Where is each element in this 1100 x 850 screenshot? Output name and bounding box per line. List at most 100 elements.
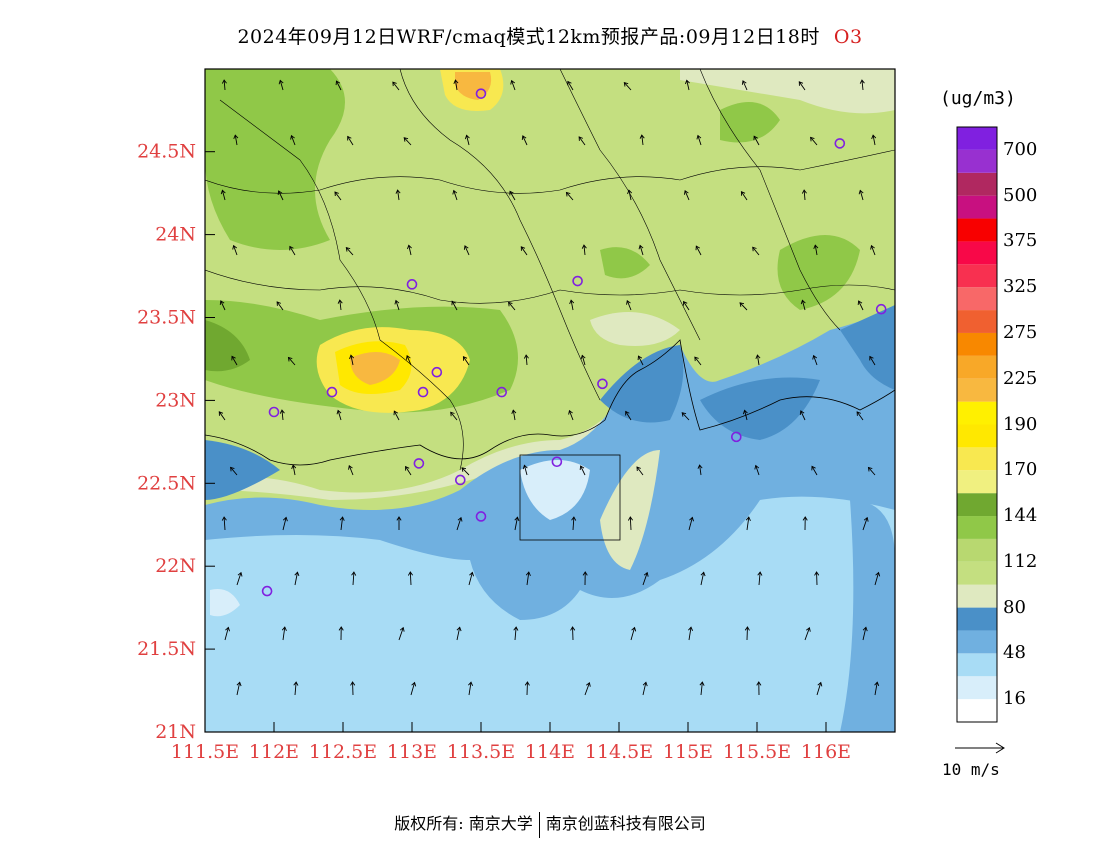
x-tick-label: 113.5E bbox=[447, 741, 515, 763]
x-tick-label: 112.5E bbox=[309, 741, 377, 763]
wind-arrow bbox=[810, 136, 818, 146]
wind-arrow bbox=[804, 626, 811, 641]
wind-arrow bbox=[456, 626, 462, 641]
colorbar-unit: (ug/m3) bbox=[940, 88, 1016, 109]
wind-arrow bbox=[453, 79, 459, 91]
wind-arrow bbox=[565, 191, 574, 201]
wind-arrow bbox=[571, 516, 577, 531]
wind-vectors bbox=[218, 79, 881, 696]
wind-arrow bbox=[688, 516, 694, 531]
wind-arrow bbox=[232, 244, 238, 256]
wind-arrow bbox=[290, 134, 296, 146]
wind-arrow bbox=[511, 409, 517, 421]
wind-arrow bbox=[395, 189, 401, 201]
y-tick-label: 24N bbox=[155, 224, 196, 246]
wind-arrow bbox=[869, 355, 876, 366]
wind-arrow bbox=[740, 191, 748, 201]
colorbar-swatch bbox=[957, 584, 997, 608]
wind-arrow bbox=[801, 189, 807, 201]
wind-arrow bbox=[350, 681, 356, 696]
wind-arrow bbox=[813, 244, 819, 256]
wind-arrow bbox=[282, 516, 288, 531]
wind-arrow bbox=[514, 516, 520, 531]
colorbar-label: 48 bbox=[1003, 642, 1026, 664]
wind-arrow bbox=[337, 299, 343, 311]
station-marker bbox=[326, 386, 338, 398]
colorbar-swatch bbox=[957, 630, 997, 654]
wind-arrow bbox=[799, 410, 806, 421]
wind-arrow bbox=[525, 571, 531, 586]
wind-arrow bbox=[579, 465, 586, 476]
green-patch-ne bbox=[777, 235, 860, 310]
wind-arrow bbox=[580, 354, 586, 366]
wind-arrow bbox=[450, 411, 458, 421]
colorbar-swatch bbox=[957, 516, 997, 539]
wind-arrow bbox=[351, 571, 357, 586]
colorbar-label: 700 bbox=[1003, 138, 1038, 160]
station-marker bbox=[454, 474, 466, 486]
wind-arrow bbox=[800, 299, 806, 311]
station-marker bbox=[475, 88, 487, 99]
colorbar-frame bbox=[956, 126, 998, 723]
colorbar-swatch bbox=[957, 699, 997, 722]
wind-arrow bbox=[681, 412, 690, 421]
wind-arrow bbox=[520, 246, 528, 256]
ozone-north-orange bbox=[455, 72, 492, 100]
y-tick-label: 22.5N bbox=[137, 472, 196, 494]
footer: 版权所有: 南京大学 南京创蓝科技有限公司 bbox=[0, 810, 1100, 838]
wind-arrow bbox=[407, 571, 414, 586]
wind-arrow bbox=[230, 466, 238, 476]
wind-arrow bbox=[752, 246, 760, 256]
station-marker bbox=[475, 511, 487, 522]
wind-arrow bbox=[683, 190, 690, 201]
wind-arrow bbox=[349, 354, 355, 366]
wind-reference-arrow bbox=[955, 742, 1005, 754]
colorbar-label: 112 bbox=[1003, 550, 1038, 572]
sea-mid-se bbox=[840, 500, 895, 732]
wind-reference-label: 10 m/s bbox=[942, 760, 1000, 779]
y-tick-label: 24.5N bbox=[137, 141, 196, 163]
wind-arrow bbox=[699, 681, 705, 696]
wind-arrow bbox=[756, 681, 762, 696]
colorbar-label: 170 bbox=[1003, 459, 1038, 481]
green-patch-ne2 bbox=[720, 102, 780, 143]
colorbar-swatch bbox=[957, 287, 997, 311]
station-marker bbox=[551, 456, 563, 468]
boundary-line-1 bbox=[219, 99, 464, 471]
copyright-left: 版权所有: 南京大学 bbox=[394, 814, 533, 833]
colorbar-swatch bbox=[957, 607, 997, 631]
wind-arrow bbox=[582, 571, 588, 586]
wind-arrow bbox=[638, 244, 644, 256]
green-patch-mid bbox=[600, 247, 650, 279]
x-tick-label: 114E bbox=[525, 741, 575, 763]
station-marker bbox=[268, 406, 280, 418]
wind-arrow bbox=[862, 516, 869, 531]
boundary-line-2 bbox=[399, 69, 601, 401]
wind-arrow bbox=[338, 626, 344, 641]
wind-arrow bbox=[627, 516, 634, 531]
wind-arrow bbox=[394, 299, 400, 311]
green-patch-nw bbox=[205, 69, 345, 250]
colorbar-swatch bbox=[957, 653, 997, 677]
colorbar-label: 80 bbox=[1003, 596, 1026, 618]
wind-arrow bbox=[468, 571, 474, 586]
sea-dark-bay bbox=[600, 345, 684, 423]
title-text: 2024年09月12日WRF/cmaq模式12km预报产品:09月12日18时 bbox=[237, 26, 820, 48]
wind-arrow bbox=[294, 571, 300, 586]
station-marker bbox=[834, 138, 846, 149]
wind-arrow bbox=[236, 681, 242, 696]
wind-arrow bbox=[874, 681, 880, 696]
colorbar-swatch bbox=[957, 195, 997, 219]
wind-arrow bbox=[281, 626, 287, 641]
footer-separator bbox=[538, 811, 540, 838]
wind-arrow bbox=[757, 571, 763, 586]
wind-arrow bbox=[462, 356, 470, 366]
wind-arrow bbox=[279, 409, 285, 421]
sea-dark-east bbox=[700, 377, 820, 440]
colorbar-label: 275 bbox=[1003, 321, 1038, 343]
station-marker bbox=[597, 378, 608, 390]
station-marker bbox=[496, 386, 508, 398]
concentration-field bbox=[205, 69, 895, 732]
x-tick-label: 113E bbox=[387, 741, 437, 763]
